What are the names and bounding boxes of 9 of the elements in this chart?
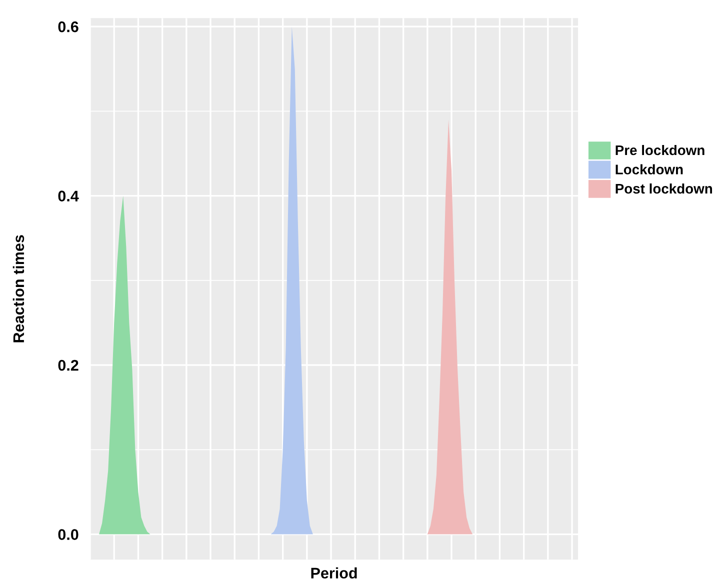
- y-tick-label: 0.4: [58, 190, 79, 202]
- legend-label: Post lockdown: [616, 183, 712, 194]
- y-axis-title: Reaction times: [12, 235, 24, 342]
- y-tick-label: 0.6: [58, 21, 78, 32]
- y-tick-label: 0.2: [58, 360, 78, 371]
- y-tick-label: 0.0: [58, 529, 78, 540]
- legend-label: Lockdown: [616, 164, 683, 174]
- x-axis-title: Period: [311, 567, 357, 579]
- legend-label: Pre lockdown: [616, 144, 704, 156]
